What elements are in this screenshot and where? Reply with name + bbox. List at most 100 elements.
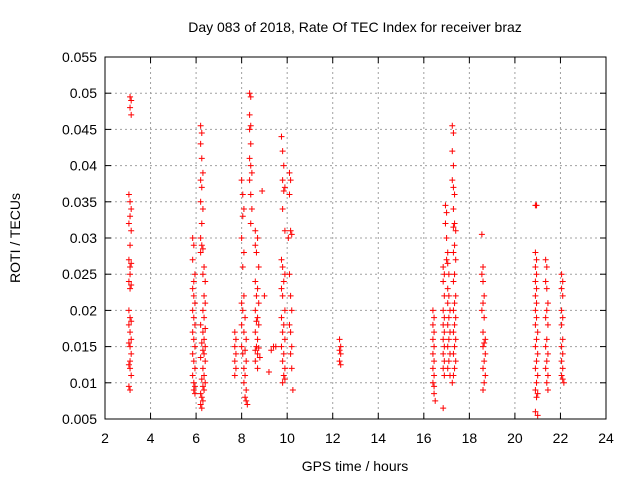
data-point <box>431 390 438 397</box>
x-tick-label: 4 <box>147 430 155 446</box>
data-point <box>247 191 254 198</box>
data-point <box>286 191 293 198</box>
data-point <box>254 235 261 241</box>
data-point <box>198 405 205 412</box>
data-point <box>254 314 261 321</box>
data-point <box>242 347 249 354</box>
data-point <box>125 383 132 390</box>
data-point <box>127 365 134 372</box>
data-point <box>534 329 541 336</box>
data-point <box>189 329 196 336</box>
data-point <box>429 321 436 328</box>
data-point <box>252 227 259 234</box>
data-point <box>127 93 134 100</box>
data-point <box>125 307 132 314</box>
data-point <box>191 321 198 328</box>
data-point <box>478 271 485 278</box>
data-point <box>559 350 566 357</box>
data-point <box>449 177 456 184</box>
data-point <box>429 350 436 357</box>
data-point <box>444 365 451 372</box>
data-point <box>254 336 261 343</box>
y-axis-label: ROTI / TECUs <box>7 193 23 283</box>
data-point <box>480 329 487 336</box>
data-point <box>231 358 238 365</box>
data-point <box>287 177 294 184</box>
data-point <box>543 307 550 314</box>
data-point <box>532 278 539 285</box>
data-point <box>480 300 487 307</box>
data-point <box>127 387 134 394</box>
data-point <box>481 314 488 321</box>
data-point <box>232 336 239 343</box>
data-point <box>543 379 550 386</box>
data-point <box>337 361 344 368</box>
y-tick-label: 0.005 <box>62 411 97 427</box>
data-point <box>201 372 208 379</box>
data-point <box>189 307 196 314</box>
data-point <box>441 329 448 336</box>
data-point <box>243 358 250 365</box>
data-point <box>125 361 132 368</box>
data-point <box>231 372 238 379</box>
data-point <box>127 263 134 270</box>
data-point <box>443 209 450 216</box>
data-point <box>431 358 438 365</box>
data-point <box>279 206 286 213</box>
data-point <box>450 130 457 137</box>
data-point <box>199 397 206 404</box>
data-point <box>127 314 134 321</box>
data-point <box>243 387 250 394</box>
data-point <box>558 321 565 328</box>
data-point <box>451 343 458 350</box>
x-tick-label: 2 <box>101 430 109 446</box>
data-point <box>542 343 549 350</box>
data-point <box>444 285 451 292</box>
data-point <box>532 321 539 328</box>
x-tick-label: 16 <box>416 430 432 446</box>
data-point <box>431 343 438 350</box>
data-point <box>242 372 249 379</box>
data-point <box>444 300 451 307</box>
data-point <box>128 282 135 289</box>
data-point <box>252 329 259 336</box>
data-point <box>198 155 205 162</box>
x-tick-label: 8 <box>238 430 246 446</box>
data-point <box>451 271 458 278</box>
data-point <box>191 300 198 307</box>
data-point <box>280 162 287 169</box>
data-point <box>240 365 247 372</box>
data-point <box>252 242 259 249</box>
data-point <box>247 93 254 100</box>
data-point <box>246 90 253 97</box>
data-point <box>201 263 208 270</box>
data-point <box>240 379 247 386</box>
data-point <box>240 329 247 336</box>
data-point <box>336 358 343 365</box>
data-point <box>480 263 487 270</box>
data-point <box>198 220 205 227</box>
data-point <box>445 314 452 321</box>
data-point <box>198 130 205 137</box>
data-point <box>201 387 208 394</box>
data-point <box>532 365 539 372</box>
data-point <box>280 187 287 194</box>
data-point <box>440 263 447 270</box>
data-point <box>255 345 262 352</box>
data-point <box>238 235 245 241</box>
data-point <box>197 354 204 361</box>
data-point <box>450 329 457 336</box>
data-point <box>202 278 209 285</box>
data-point <box>429 336 436 343</box>
data-point <box>481 358 488 365</box>
data-point <box>451 300 458 307</box>
data-point <box>127 242 134 249</box>
data-point <box>280 278 287 285</box>
data-point <box>558 307 565 314</box>
data-point <box>532 249 539 256</box>
data-point <box>278 343 285 350</box>
y-tick-label: 0.015 <box>62 339 97 355</box>
data-point <box>279 148 286 155</box>
data-point <box>534 390 541 397</box>
data-point <box>281 184 288 191</box>
